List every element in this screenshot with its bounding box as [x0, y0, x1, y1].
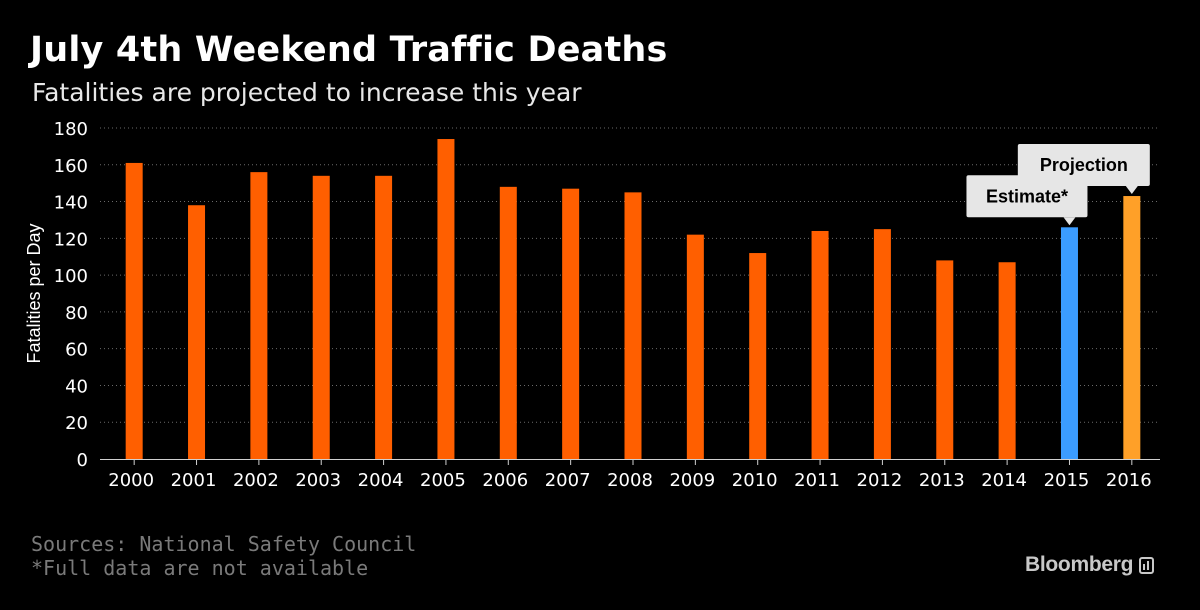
bar-2002	[250, 172, 268, 459]
y-axis-label: Fatalities per Day	[24, 223, 44, 363]
x-tick-label: 2006	[482, 470, 528, 491]
bar-2008	[624, 192, 642, 459]
x-tick-label: 2004	[358, 470, 404, 491]
bar-2000	[125, 162, 143, 459]
callout-box	[1017, 144, 1150, 187]
bar-2014	[998, 262, 1016, 459]
x-tick-label: 2013	[919, 470, 965, 491]
x-tick-label: 2016	[1106, 470, 1152, 491]
y-tick-label: 180	[54, 119, 88, 140]
x-tick-label: 2009	[669, 470, 715, 491]
source-text: Sources: National Safety Council	[31, 532, 417, 556]
x-tick-label: 2000	[108, 470, 154, 491]
bar-2005	[437, 139, 455, 460]
bar-2013	[936, 260, 954, 459]
bar-2012	[873, 229, 891, 459]
y-tick-label: 120	[54, 229, 88, 250]
callout-pointer	[1063, 217, 1076, 226]
bar-2011	[811, 230, 829, 459]
chart-subtitle: Fatalities are projected to increase thi…	[32, 78, 582, 107]
x-tick-label: 2012	[857, 470, 903, 491]
bar-2007	[562, 188, 580, 459]
y-tick-label: 0	[77, 450, 88, 471]
x-tick-label: 2003	[295, 470, 341, 491]
x-tick-label: 2014	[981, 470, 1027, 491]
y-tick-label: 100	[54, 266, 88, 287]
y-tick-label: 160	[54, 156, 88, 177]
x-tick-label: 2001	[171, 470, 217, 491]
footnote-text: *Full data are not available	[31, 556, 369, 580]
bar-2010	[749, 253, 767, 459]
y-tick-label: 60	[65, 340, 88, 361]
bar-2001	[188, 205, 206, 459]
terminal-icon	[1139, 556, 1155, 574]
chart-title: July 4th Weekend Traffic Deaths	[30, 30, 668, 70]
x-tick-label: 2015	[1044, 470, 1090, 491]
x-tick-label: 2002	[233, 470, 279, 491]
callout-pointer	[1125, 186, 1138, 195]
y-tick-label: 140	[54, 193, 88, 214]
callout-label: Projection	[1040, 155, 1128, 175]
bar-2003	[312, 175, 330, 460]
x-tick-label: 2005	[420, 470, 466, 491]
y-tick-label: 80	[65, 303, 88, 324]
bar-2015	[1060, 227, 1078, 459]
bar-2016	[1123, 196, 1141, 460]
bar-2009	[686, 234, 704, 459]
x-tick-label: 2011	[794, 470, 840, 491]
x-tick-label: 2008	[607, 470, 653, 491]
y-tick-label: 20	[65, 413, 88, 434]
y-tick-label: 40	[65, 376, 88, 397]
bar-2004	[375, 175, 393, 460]
brand-name: Bloomberg	[1025, 553, 1134, 576]
bloomberg-logo: Bloomberg	[1025, 553, 1155, 577]
bar-2006	[499, 186, 517, 459]
callout-label: Estimate*	[986, 186, 1068, 206]
x-tick-label: 2007	[545, 470, 591, 491]
x-tick-label: 2010	[732, 470, 778, 491]
